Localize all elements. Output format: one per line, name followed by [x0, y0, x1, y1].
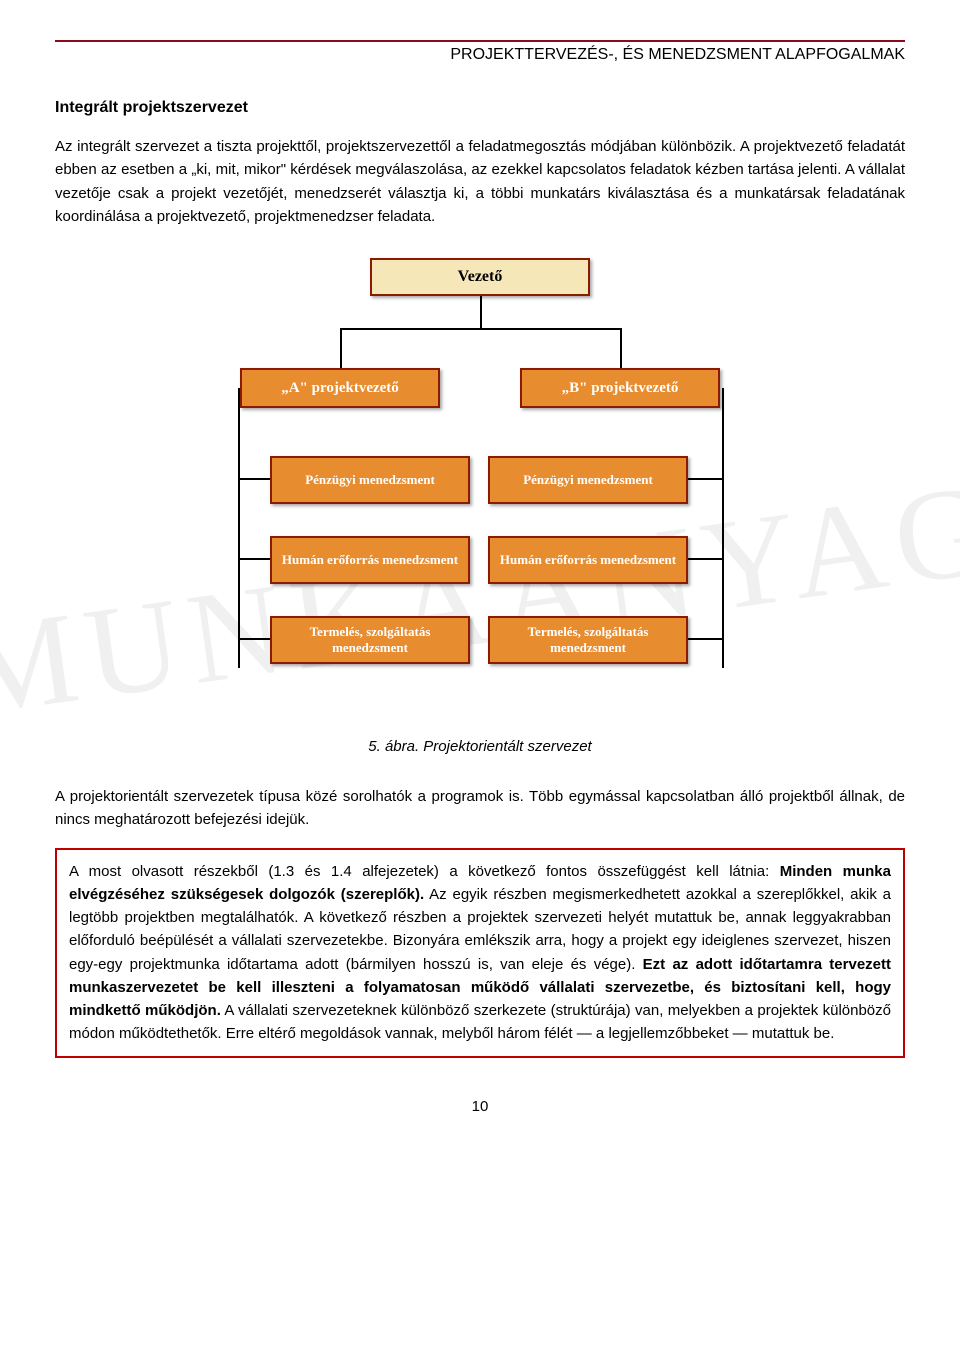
para-after-chart: A projektorientált szervezetek típusa kö…: [55, 785, 905, 832]
highlight-text: A most olvasott részekből (1.3 és 1.4 al…: [69, 860, 891, 1046]
connector: [340, 328, 622, 330]
node-dept-right-1: Pénzügyi menedzsment: [488, 456, 688, 504]
page-header: PROJEKTTERVEZÉS-, ÉS MENEDZSMENT ALAPFOG…: [55, 46, 905, 64]
section-title: Integrált projektszervezet: [55, 99, 905, 117]
node-project-a: „A" projektvezető: [240, 368, 440, 408]
highlight-box: A most olvasott részekből (1.3 és 1.4 al…: [55, 848, 905, 1058]
connector: [480, 296, 482, 328]
connector: [620, 328, 622, 368]
node-dept-right-3: Termelés, szolgáltatás menedzsment: [488, 616, 688, 664]
figure-caption: 5. ábra. Projektorientált szervezet: [55, 738, 905, 755]
connector: [238, 388, 240, 668]
hl-text-1: A most olvasott részekből (1.3 és 1.4 al…: [69, 863, 780, 880]
connector: [688, 558, 724, 560]
page-number: 10: [55, 1098, 905, 1115]
node-dept-left-1: Pénzügyi menedzsment: [270, 456, 470, 504]
connector: [340, 328, 342, 368]
connector: [688, 478, 724, 480]
node-dept-right-2: Humán erőforrás menedzsment: [488, 536, 688, 584]
header-rule: [55, 40, 905, 42]
connector: [722, 388, 724, 668]
intro-paragraph: Az integrált szervezet a tiszta projektt…: [55, 135, 905, 228]
node-root: Vezető: [370, 258, 590, 296]
connector: [238, 478, 272, 480]
node-dept-left-3: Termelés, szolgáltatás menedzsment: [270, 616, 470, 664]
node-project-b: „B" projektvezető: [520, 368, 720, 408]
connector: [238, 558, 272, 560]
node-dept-left-2: Humán erőforrás menedzsment: [270, 536, 470, 584]
org-chart: Vezető „A" projektvezető „B" projektveze…: [130, 258, 830, 718]
connector: [238, 638, 272, 640]
connector: [688, 638, 724, 640]
